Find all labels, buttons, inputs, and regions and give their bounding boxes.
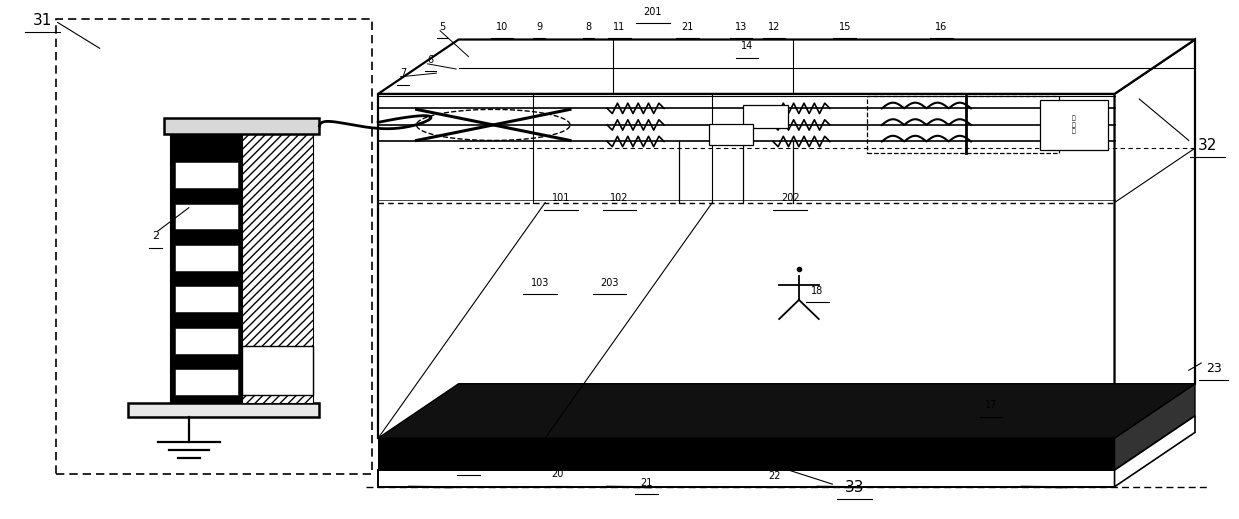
Text: 16: 16 [935,22,948,32]
Text: 6: 6 [427,54,434,65]
Text: 21: 21 [681,22,694,32]
Polygon shape [1115,384,1194,470]
Text: 22: 22 [768,471,781,481]
Polygon shape [709,124,753,145]
Polygon shape [378,384,1194,438]
Text: 5: 5 [440,22,446,32]
Polygon shape [378,470,1115,487]
Polygon shape [242,134,313,403]
Text: 7: 7 [400,68,406,78]
Text: 31: 31 [33,13,52,28]
Text: 12: 12 [768,22,781,32]
Polygon shape [242,346,313,395]
Polygon shape [175,369,238,395]
Text: 13: 13 [735,22,747,32]
Text: 32: 32 [1198,138,1217,153]
Polygon shape [175,245,238,271]
Text: 201: 201 [644,7,662,17]
Text: 19: 19 [462,458,475,469]
Text: 20: 20 [551,469,564,480]
Polygon shape [1115,416,1194,487]
Polygon shape [175,328,238,354]
Polygon shape [1115,39,1194,438]
Text: 9: 9 [536,22,543,32]
Text: 2: 2 [152,231,159,241]
Text: 11: 11 [613,22,626,32]
Text: 17: 17 [985,401,997,411]
Text: 10: 10 [496,22,508,32]
Text: 33: 33 [845,480,865,495]
Text: 23: 23 [1206,362,1222,375]
Text: 203: 203 [601,278,618,288]
Polygon shape [175,203,238,229]
Polygon shape [175,162,238,188]
Text: 15: 15 [839,22,851,32]
Text: 202: 202 [781,194,799,203]
Polygon shape [128,403,320,417]
Polygon shape [378,94,1115,438]
Text: 101: 101 [553,194,570,203]
Text: 8: 8 [586,22,591,32]
Text: 放
大
器: 放 大 器 [1072,116,1075,134]
Polygon shape [743,105,788,128]
Text: 21: 21 [641,478,653,488]
Polygon shape [170,134,242,403]
Text: 18: 18 [812,285,824,295]
Polygon shape [378,39,1194,94]
Text: 103: 103 [532,278,549,288]
Text: 102: 102 [611,194,628,203]
Polygon shape [175,286,238,312]
Polygon shape [164,118,320,134]
Polygon shape [1041,100,1109,150]
Text: 14: 14 [741,41,753,51]
Polygon shape [378,438,1115,470]
